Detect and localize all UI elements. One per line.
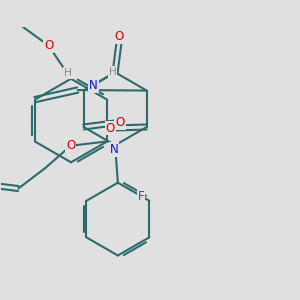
- Text: O: O: [106, 122, 115, 134]
- Text: N: N: [110, 143, 118, 156]
- Text: F: F: [137, 190, 144, 203]
- Text: O: O: [116, 116, 125, 129]
- Text: H: H: [64, 68, 72, 78]
- Text: O: O: [115, 30, 124, 43]
- Text: N: N: [89, 79, 98, 92]
- Text: O: O: [44, 39, 53, 52]
- Text: H: H: [109, 67, 116, 77]
- Text: O: O: [66, 139, 75, 152]
